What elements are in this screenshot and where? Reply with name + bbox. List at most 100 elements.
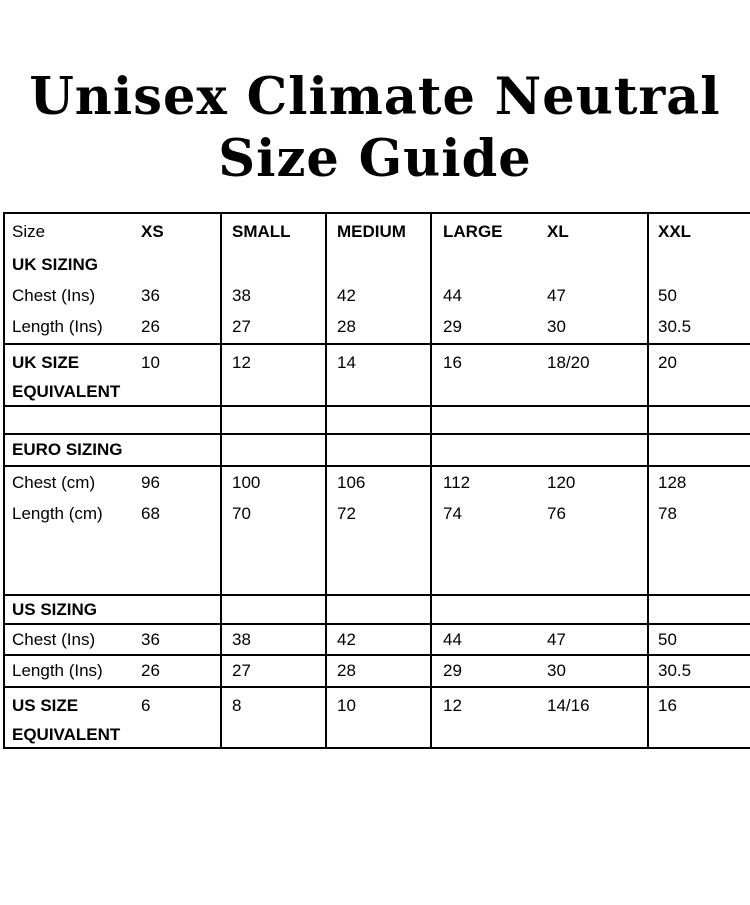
- empty-cell: [432, 435, 535, 465]
- empty-cell: [649, 596, 750, 623]
- header-col-xl: XL: [535, 214, 649, 250]
- euro-chest-xs: 96: [138, 467, 222, 499]
- empty-cell: [222, 435, 327, 465]
- uk-length-small: 27: [222, 311, 327, 343]
- euro-length-large: 74: [443, 504, 462, 523]
- empty-cell: [327, 435, 432, 465]
- header-size-label: Size: [12, 222, 46, 241]
- empty-cell: [222, 407, 327, 433]
- us-length-medium: 28: [327, 656, 432, 686]
- uk-size-equivalent-medium: 14: [327, 345, 432, 405]
- us-length-xl: 30: [535, 656, 649, 686]
- empty-cell: [138, 250, 222, 280]
- us-chest-xxl: 50: [658, 629, 677, 649]
- euro-chest-xl: 120: [535, 467, 649, 499]
- empty-cell: [138, 596, 222, 623]
- empty-cell: [535, 407, 649, 433]
- empty-cell: [138, 529, 222, 594]
- empty-cell: [222, 596, 327, 623]
- euro-length-row: Length (cm) 68 70 72 74 76 78: [5, 499, 750, 529]
- empty-cell: [5, 529, 138, 594]
- us-chest-small: 38: [222, 625, 327, 654]
- euro-length-xl: 76: [535, 499, 649, 529]
- empty-cell: [649, 435, 750, 465]
- us-size-equivalent-xxl: 16: [658, 696, 677, 715]
- uk-size-equivalent-xxl: 20: [658, 353, 677, 372]
- empty-cell: [535, 435, 649, 465]
- euro-length-xxl: 78: [658, 504, 677, 523]
- uk-chest-row: Chest (Ins) 36 38 42 44 47 50: [5, 280, 750, 311]
- us-length-label: Length (Ins): [12, 661, 103, 680]
- uk-size-equivalent-xl: 18/20: [535, 345, 649, 405]
- euro-chest-row: Chest (cm) 96 100 106 112 120 128: [5, 465, 750, 499]
- uk-chest-xxl: 50: [658, 285, 677, 305]
- euro-chest-small: 100: [222, 467, 327, 499]
- us-chest-large: 44: [443, 629, 462, 649]
- empty-cell: [327, 250, 432, 280]
- uk-chest-small: 38: [222, 280, 327, 311]
- uk-length-xs: 26: [138, 311, 222, 343]
- spacer-row: [5, 405, 750, 433]
- uk-length-xxl: 30.5: [658, 317, 692, 336]
- page-title-line1: Unisex Climate Neutral: [29, 67, 721, 127]
- us-chest-xs: 36: [138, 625, 222, 654]
- empty-cell: [535, 529, 649, 594]
- empty-cell: [432, 250, 535, 280]
- size-guide-table: Size XS SMALL MEDIUM LARGE XL XXL UK SIZ…: [3, 212, 750, 749]
- uk-size-equivalent-label-line2: EQUIVALENT: [12, 382, 121, 401]
- empty-cell: [138, 435, 222, 465]
- empty-cell: [432, 407, 535, 433]
- empty-cell: [649, 529, 750, 594]
- empty-cell: [649, 250, 750, 280]
- euro-sizing-section-row: EURO SIZING: [5, 433, 750, 465]
- empty-cell: [535, 596, 649, 623]
- uk-size-equivalent-label-line1: UK SIZE: [12, 353, 80, 372]
- euro-chest-label: Chest (cm): [12, 473, 96, 492]
- header-col-xs: XS: [138, 214, 222, 250]
- uk-size-equivalent-small: 12: [222, 345, 327, 405]
- us-size-equivalent-xl: 14/16: [535, 688, 649, 747]
- euro-length-medium: 72: [327, 499, 432, 529]
- empty-cell: [222, 250, 327, 280]
- uk-chest-medium: 42: [327, 280, 432, 311]
- euro-chest-large: 112: [443, 473, 471, 492]
- us-length-row: Length (Ins) 26 27 28 29 30 30.5: [5, 654, 750, 686]
- us-sizing-section-row: US SIZING: [5, 594, 750, 623]
- uk-size-equivalent-large: 16: [443, 353, 462, 372]
- uk-length-large: 29: [443, 317, 462, 336]
- uk-sizing-section-label: UK SIZING: [12, 255, 98, 274]
- us-sizing-section-label: US SIZING: [12, 599, 98, 619]
- us-size-equivalent-label: US SIZE EQUIVALENT: [5, 688, 138, 747]
- euro-length-xs: 68: [138, 499, 222, 529]
- uk-chest-label: Chest (Ins): [12, 285, 96, 305]
- header-col-medium: MEDIUM: [327, 214, 432, 250]
- empty-cell: [327, 596, 432, 623]
- us-chest-row: Chest (Ins) 36 38 42 44 47 50: [5, 623, 750, 654]
- uk-chest-xl: 47: [535, 280, 649, 311]
- us-length-xs: 26: [138, 656, 222, 686]
- uk-length-label: Length (Ins): [12, 317, 103, 336]
- header-row: Size XS SMALL MEDIUM LARGE XL XXL: [5, 214, 750, 250]
- euro-empty-row: [5, 529, 750, 594]
- header-col-large: LARGE: [443, 222, 503, 241]
- empty-cell: [432, 596, 535, 623]
- header-col-xxl: XXL: [658, 222, 692, 241]
- us-chest-xl: 47: [535, 625, 649, 654]
- uk-size-equivalent-row: UK SIZE EQUIVALENT 10 12 14 16 18/20 20: [5, 343, 750, 405]
- empty-cell: [327, 407, 432, 433]
- empty-cell: [327, 529, 432, 594]
- empty-cell: [432, 529, 535, 594]
- uk-sizing-section-row: UK SIZING: [5, 250, 750, 280]
- euro-chest-xxl: 128: [658, 473, 687, 492]
- us-size-equivalent-small: 8: [222, 688, 327, 747]
- empty-cell: [138, 407, 222, 433]
- us-chest-label: Chest (Ins): [12, 629, 96, 649]
- us-length-xxl: 30.5: [658, 661, 692, 680]
- empty-cell: [535, 250, 649, 280]
- us-size-equivalent-medium: 10: [327, 688, 432, 747]
- uk-chest-large: 44: [443, 285, 462, 305]
- empty-cell: [222, 529, 327, 594]
- page-title: Unisex Climate Neutral Size Guide: [0, 66, 750, 190]
- empty-cell: [5, 407, 138, 433]
